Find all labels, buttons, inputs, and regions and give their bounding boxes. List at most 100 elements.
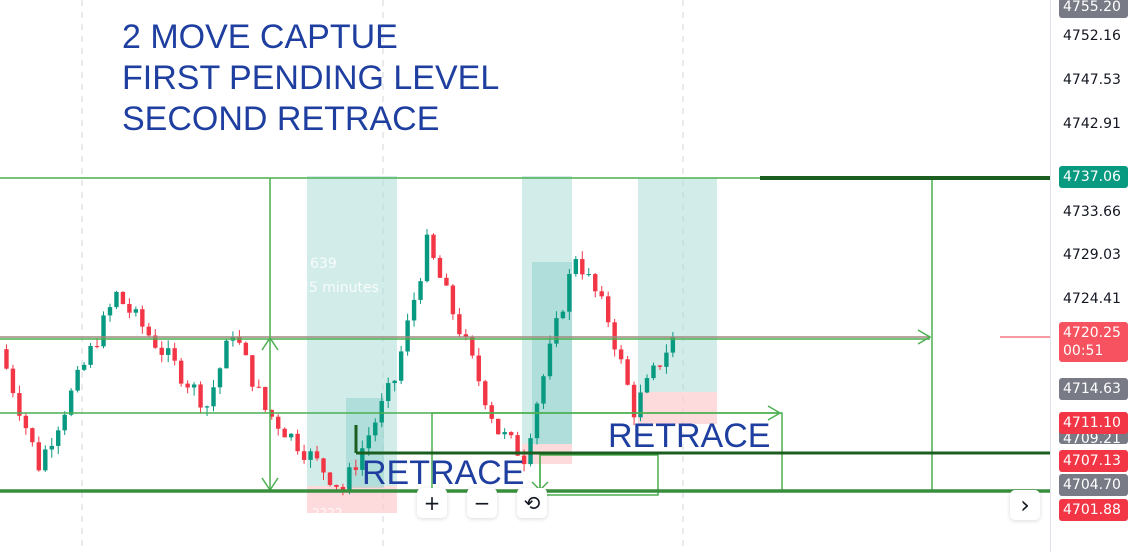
candle-body: [379, 401, 384, 423]
position-value: 2222: [312, 506, 343, 520]
candle-body: [605, 296, 611, 323]
zoom-in-button[interactable]: +: [417, 488, 447, 518]
candle-body: [386, 383, 391, 402]
candle-body: [463, 334, 469, 337]
candle-body: [68, 390, 74, 415]
candle-body: [166, 348, 171, 355]
candle-body: [10, 368, 16, 394]
candle-body: [327, 472, 333, 485]
annotation-line: 2 MOVE CAPTUE: [122, 18, 398, 56]
candle-body: [450, 285, 456, 315]
price-badge-target: 4737.06: [1059, 166, 1128, 188]
retrace-label-1: RETRACE: [362, 454, 525, 492]
candle-body: [347, 467, 352, 491]
candle-body: [127, 304, 132, 313]
candle-body: [392, 380, 397, 384]
candle-body: [483, 381, 488, 406]
candle-body: [198, 384, 203, 408]
candle-body: [224, 340, 229, 369]
annotation-title: 2 MOVE CAPTUE FIRST PENDING LEVEL SECOND…: [122, 17, 499, 140]
candle-body: [599, 291, 604, 297]
candle-body: [573, 259, 579, 275]
candle-body: [411, 299, 417, 321]
stop-zone-3: [638, 392, 717, 424]
candle-body: [140, 309, 145, 327]
measure-value: 639: [310, 256, 337, 272]
candle-body: [560, 311, 566, 319]
candle-body: [94, 346, 100, 348]
candle-body: [554, 318, 559, 344]
candle-body: [191, 384, 197, 388]
candle-body: [88, 346, 93, 365]
target-zone-3: [638, 178, 717, 392]
candle-body: [618, 349, 624, 360]
candle-body: [120, 291, 126, 305]
candle-body: [36, 442, 42, 471]
drawings: [0, 176, 1050, 496]
price-chart[interactable]: [0, 0, 1050, 552]
candle-body: [638, 392, 643, 418]
candle-body: [631, 384, 637, 418]
price-tick: 4729.03: [1063, 247, 1121, 263]
candle-body: [515, 435, 520, 456]
candle-body: [185, 383, 190, 388]
candle-body: [204, 406, 210, 408]
price-badge: 4707.13: [1059, 450, 1128, 472]
candle-body: [30, 428, 35, 443]
candle-body: [373, 422, 378, 436]
candle-body: [366, 435, 371, 449]
candle-body: [398, 351, 404, 381]
price-tick: 4742.91: [1063, 116, 1121, 132]
candle-body: [250, 355, 255, 387]
candle-body: [75, 369, 80, 391]
scroll-right-button[interactable]: ›: [1010, 490, 1040, 520]
reset-chart-button[interactable]: ⟲: [517, 488, 547, 518]
candle-body: [670, 337, 676, 353]
candle-body: [217, 368, 223, 388]
price-tick: 4724.41: [1063, 291, 1121, 307]
candle-body: [431, 234, 436, 258]
candle-body: [282, 428, 287, 438]
price-badge: 4714.63: [1059, 378, 1128, 400]
candle-body: [521, 455, 527, 465]
annotation-line: FIRST PENDING LEVEL: [122, 59, 500, 97]
price-axis[interactable]: 4752.16 4747.53 4742.91 4733.66 4729.03 …: [1050, 0, 1141, 552]
price-tick: 4752.16: [1063, 28, 1121, 44]
candle-body: [133, 309, 139, 313]
price-tick: 4747.53: [1063, 72, 1121, 88]
candle-body: [243, 342, 249, 356]
candle-body: [476, 355, 481, 382]
price-tick: 4733.66: [1063, 204, 1121, 220]
candle-body: [146, 326, 152, 336]
candle-body: [424, 234, 430, 282]
candle-body: [508, 432, 514, 436]
candle-body: [470, 336, 475, 356]
candle-body: [495, 418, 501, 435]
candle-body: [664, 352, 669, 367]
candle-body: [153, 335, 158, 348]
candle-body: [457, 314, 462, 335]
price-badge: 4711.10: [1059, 412, 1128, 434]
candle-body: [256, 386, 261, 388]
zoom-out-button[interactable]: −: [467, 488, 497, 518]
current-price: 4720.25: [1063, 325, 1121, 341]
candle-body: [541, 376, 546, 404]
candle-body: [263, 387, 268, 410]
candle-body: [211, 387, 216, 407]
candle-body: [276, 416, 281, 429]
candle-body: [625, 359, 630, 385]
candle-body: [49, 445, 54, 450]
candle-body: [437, 257, 443, 278]
target-zone-1: [307, 176, 397, 486]
candle-body: [62, 414, 67, 431]
candle-body: [657, 365, 663, 367]
retrace-label-2: RETRACE: [608, 417, 771, 455]
candle-body: [534, 403, 540, 439]
candle-body: [340, 486, 346, 491]
candle-body: [418, 281, 423, 300]
candle-body: [23, 415, 29, 429]
candle-body: [528, 438, 533, 465]
candle-body: [547, 343, 553, 377]
candle-body: [353, 467, 359, 470]
candle-body: [114, 291, 119, 308]
